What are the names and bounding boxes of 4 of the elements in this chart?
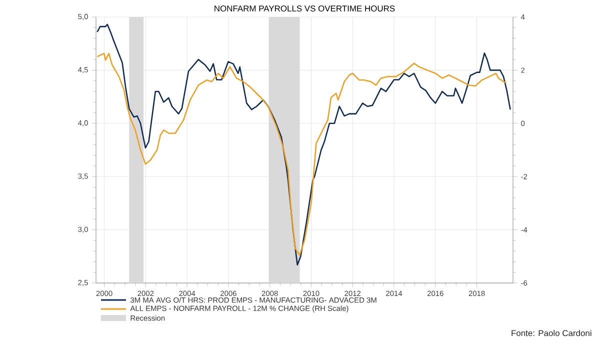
source-note: Fonte: Paolo Cardoni — [512, 330, 592, 336]
line-series — [96, 24, 511, 266]
chart-title: NONFARM PAYROLLS VS OVERTIME HOURS — [214, 5, 395, 12]
line-series — [96, 52, 507, 256]
